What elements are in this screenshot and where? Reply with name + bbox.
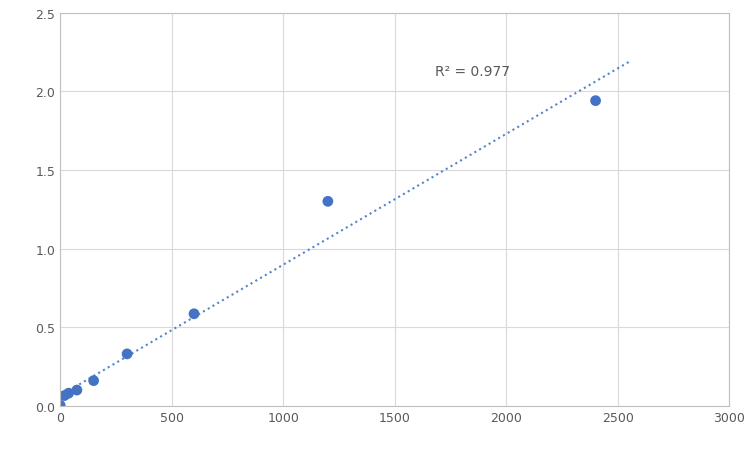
Point xyxy=(87,377,99,384)
Point xyxy=(188,310,200,318)
Point xyxy=(322,198,334,206)
Point xyxy=(590,98,602,105)
Point xyxy=(54,402,66,409)
Text: R² = 0.977: R² = 0.977 xyxy=(435,64,510,78)
Point xyxy=(59,392,71,399)
Point xyxy=(121,350,133,358)
Point xyxy=(62,390,74,397)
Point xyxy=(71,387,83,394)
